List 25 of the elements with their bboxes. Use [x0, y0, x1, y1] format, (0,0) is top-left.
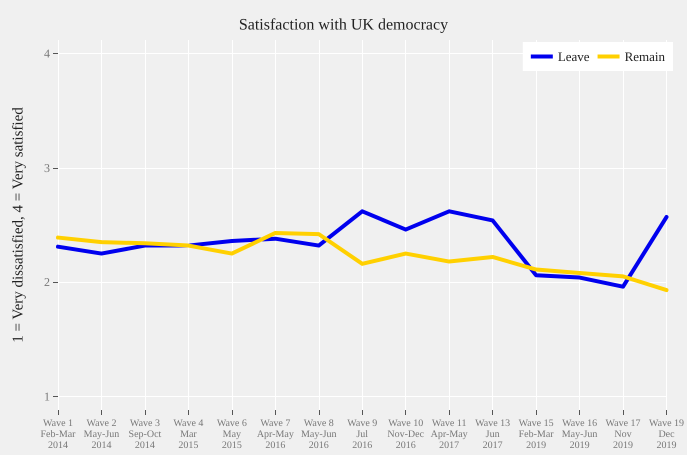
legend-label: Remain [624, 49, 666, 64]
line-series [56, 230, 668, 292]
x-tick-label: Wave 4 Mar 2015 [173, 418, 204, 451]
x-tick-label: Wave 2 May-Jun 2014 [84, 418, 120, 451]
legend-label: Leave [558, 49, 590, 64]
x-tick-label: Wave 17 Nov 2019 [606, 418, 641, 451]
x-tick-label: Wave 9 Jul 2016 [347, 418, 378, 451]
x-tick-label: Wave 10 Nov-Dec 2016 [387, 418, 425, 451]
x-tick-label: Wave 13 Jun 2017 [475, 418, 510, 451]
x-tick-label: Wave 11 Apr-May 2017 [430, 418, 468, 451]
y-tick-label: 2 [44, 275, 50, 290]
x-tick-label: Wave 19 Dec 2019 [648, 418, 684, 451]
x-tick-label: Wave 7 Apr-May 2016 [256, 418, 294, 451]
x-tick-label: Wave 16 May-Jun 2019 [562, 418, 598, 451]
x-tick-label: Wave 3 Sep-Oct 2014 [128, 418, 162, 451]
x-tick-label: Wave 15 Feb-Mar 2019 [518, 418, 554, 451]
y-tick-label: 1 [44, 389, 50, 404]
x-tick-label: Wave 6 May 2015 [216, 418, 247, 451]
y-tick-label: 4 [44, 46, 50, 61]
y-tick-label: 3 [44, 160, 50, 175]
x-tick-label: Wave 8 May-Jun 2016 [301, 418, 337, 451]
x-tick-label: Wave 1 Feb-Mar 2014 [40, 418, 76, 451]
line-series [56, 209, 668, 289]
chart-title: Satisfaction with UK democracy [238, 16, 448, 34]
y-axis-title: 1 = Very dissatisfied, 4 = Very satisfied [10, 106, 26, 343]
